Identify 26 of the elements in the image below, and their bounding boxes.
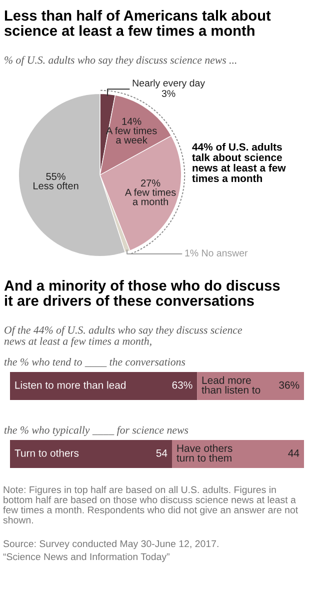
text: Note: Figures in top half are based on all U.S. adults. Figures in bottom half are based on those who discuss science news at least a few times a month. Respondents who did not give an answer are not shown.	[3, 486, 298, 524]
slice-label: 1% No answer	[185, 250, 248, 256]
slice-label: A few times a month	[124, 188, 176, 206]
text: 44% of U.S. adults talk about science news at least a few times a month	[192, 143, 286, 182]
data-label: 54	[156, 450, 168, 457]
data-label: 63%	[172, 381, 192, 389]
data-label: 55%	[46, 172, 66, 180]
text: “Science News and Information Today”	[3, 553, 170, 562]
slice-label: Less often	[34, 182, 78, 190]
slice-label: Nearly every day	[132, 79, 205, 88]
series-label: Lead more than listen to	[202, 376, 260, 394]
chart-title: Less than half of Americans talk about science at least a few times a month	[4, 10, 271, 36]
series-label: Listen to more than lead	[15, 381, 126, 389]
chart-title: And a minority of those who do discuss it are drivers of these conversations	[4, 280, 280, 306]
chart-subtitle: % of U.S. adults who say they discuss science news ...	[4, 56, 236, 66]
data-label: 3%	[162, 90, 176, 97]
source-note: Source: Survey conducted May 30-June 12, 2017.	[3, 540, 218, 550]
series-label: Turn to others	[14, 449, 79, 457]
y-tick-label: the % who tend to ____ the conversations	[4, 358, 186, 367]
chart-subtitle: Of the 44% of U.S. adults who say they discuss science news at least a few times a month,	[4, 326, 242, 348]
data-label: 44	[288, 450, 300, 457]
data-label: 36%	[279, 381, 300, 389]
data-label: 14%	[122, 118, 142, 125]
data-label: 27%	[141, 179, 160, 187]
series-label: Have others turn to them	[176, 444, 232, 462]
y-tick-label: the % who typically ____ for science news	[4, 426, 188, 436]
